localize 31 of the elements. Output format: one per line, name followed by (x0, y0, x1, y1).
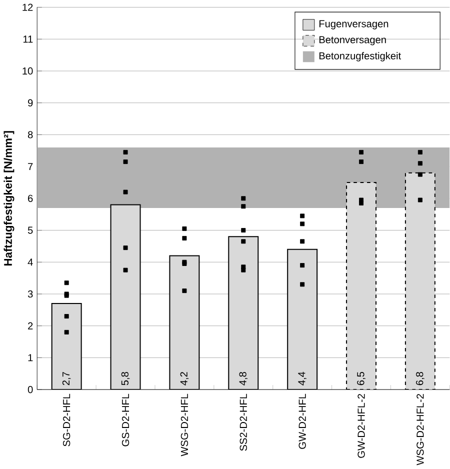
y-axis-title: Haftzugfestigkeit [N/mm²] (4, 131, 14, 266)
data-label: 6,8 (416, 372, 424, 386)
data-label: 4,8 (239, 372, 248, 386)
data-label: 4,4 (298, 372, 306, 386)
y-tick-label: 5 (28, 226, 33, 234)
x-tick-label: GS-D2-HFL (122, 394, 130, 446)
y-tick-label: 12 (22, 4, 33, 11)
y-tick-label: 0 (28, 386, 33, 394)
x-tick-label: GW-D2-HFL-2 (358, 394, 365, 458)
x-tick-label: GW-D2-HFL (298, 394, 306, 449)
x-tick-label: SG-D2-HFL (63, 394, 70, 446)
y-tick-label: 4 (28, 258, 33, 266)
y-tick-label: 2 (28, 322, 33, 330)
y-tick-label: 9 (28, 99, 33, 106)
data-label: 4,2 (180, 372, 189, 386)
data-label: 2,7 (62, 372, 71, 386)
legend-label: Fugenversagen (320, 20, 388, 30)
legend-label: Betonzugfestigkeit (320, 52, 402, 62)
x-tick-label: WSG-D2-HFL-2 (416, 394, 424, 466)
y-tick-label: 3 (28, 290, 33, 298)
legend-label: Betonversagen (320, 36, 386, 46)
x-tick-label: SS2-D2-HFL (240, 394, 248, 451)
y-tick-label: 6 (28, 194, 33, 202)
y-tick-label: 10 (22, 67, 33, 75)
y-tick-label: 7 (28, 163, 33, 170)
data-label: 6,5 (357, 372, 366, 386)
x-tick-label: WSG-D2-HFL (180, 394, 188, 456)
data-label: 5,8 (121, 372, 130, 386)
y-tick-label: 1 (28, 354, 33, 362)
y-tick-label: 8 (28, 131, 33, 138)
y-tick-label: 11 (24, 36, 33, 43)
